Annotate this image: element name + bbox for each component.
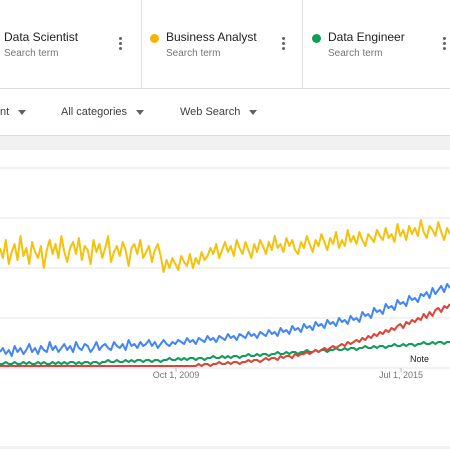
series-color-dot <box>150 34 159 43</box>
time-range-dropdown[interactable]: nt <box>0 106 27 118</box>
series-color-dot <box>312 34 321 43</box>
search-term-type: Search term <box>328 48 383 59</box>
search-term-type: Search term <box>4 48 59 59</box>
more-options-icon[interactable] <box>282 37 286 51</box>
search-type-dropdown[interactable]: Web Search <box>180 106 258 118</box>
chevron-down-icon <box>249 109 258 115</box>
x-tick-label: Oct 1, 2009 <box>153 370 200 380</box>
search-type-label: Web Search <box>180 106 241 118</box>
search-term-card-data-engineer[interactable]: Data Engineer Search term <box>302 0 450 88</box>
note-annotation[interactable]: Note <box>410 354 429 364</box>
series-line-business-analyst[interactable] <box>0 219 450 273</box>
search-term-name: Data Engineer <box>328 30 405 44</box>
series-line-data-engineer[interactable] <box>0 341 450 365</box>
category-dropdown[interactable]: All categories <box>61 106 145 118</box>
chevron-down-icon <box>136 109 145 115</box>
more-options-icon[interactable] <box>119 37 123 51</box>
filter-bar: nt All categories Web Search <box>0 89 450 136</box>
interest-over-time-chart: Oct 1, 2009 Jul 1, 2015 Note <box>0 150 450 446</box>
category-label: All categories <box>61 106 128 118</box>
time-range-label: nt <box>0 106 10 118</box>
search-term-card-data-scientist[interactable]: Data Scientist Search term <box>0 0 140 88</box>
series-line-business-analyst[interactable] <box>0 303 450 367</box>
search-term-name: Data Scientist <box>4 30 79 44</box>
more-options-icon[interactable] <box>443 37 447 51</box>
line-chart[interactable]: Oct 1, 2009 Jul 1, 2015 Note <box>0 150 450 446</box>
series-line-data-scientist[interactable] <box>0 283 450 357</box>
x-tick-label: Jul 1, 2015 <box>379 370 423 380</box>
search-term-type: Search term <box>166 48 221 59</box>
search-term-card-business-analyst[interactable]: Business Analyst Search term <box>141 0 302 88</box>
search-terms-bar: Data Scientist Search term Business Anal… <box>0 0 450 89</box>
search-term-name: Business Analyst <box>166 30 257 44</box>
chevron-down-icon <box>18 109 27 115</box>
